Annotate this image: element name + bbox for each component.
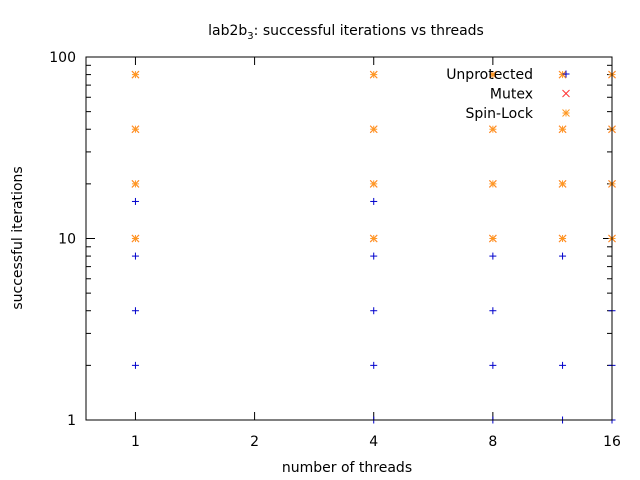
point-unprotected-0: [131, 361, 139, 369]
point-unprotected-14: [559, 361, 567, 369]
y-axis-label: successful iterations: [10, 166, 26, 309]
point-unprotected-8: [370, 197, 378, 205]
point-spin-lock-7: [369, 70, 378, 79]
legend-marker-0: [562, 70, 570, 78]
point-unprotected-2: [131, 252, 139, 260]
x-tick-label-3: 8: [488, 434, 497, 450]
point-spin-lock-2: [131, 125, 140, 134]
chart-title-main: lab2b: [208, 23, 247, 39]
point-spin-lock-4: [369, 234, 378, 243]
point-spin-lock-11: [489, 70, 497, 79]
point-spin-lock-1: [131, 180, 140, 188]
point-spin-lock-5: [369, 180, 378, 188]
point-unprotected-10: [489, 361, 497, 369]
x-axis-label: number of threads: [282, 460, 412, 476]
legend-label-0: Unprotected: [446, 67, 533, 83]
point-spin-lock-9: [489, 180, 497, 188]
chart-title-subscript: 3: [247, 31, 253, 42]
data-points: [131, 70, 616, 424]
legend-marker-1: [562, 89, 570, 98]
legend: Unprotected Mutex Spin-Lock: [446, 67, 570, 122]
point-spin-lock-12: [558, 234, 567, 243]
plot-border: [85, 56, 613, 421]
point-spin-lock-0: [131, 234, 140, 243]
chart-title-rest: : successful iterations vs threads: [254, 23, 484, 39]
legend-label-1: Mutex: [490, 87, 533, 103]
point-unprotected-7: [370, 252, 378, 260]
x-tick-label-1: 2: [250, 434, 259, 450]
legend-label-2: Spin-Lock: [465, 106, 533, 122]
point-spin-lock-6: [369, 125, 378, 134]
x-tick-label-0: 1: [131, 434, 140, 450]
point-spin-lock-13: [558, 180, 567, 188]
point-unprotected-3: [131, 197, 139, 205]
point-spin-lock-10: [489, 125, 497, 134]
point-unprotected-15: [559, 252, 567, 260]
y-tick-label-2: 100: [49, 50, 76, 66]
point-unprotected-6: [370, 307, 378, 315]
tick-labels: 1 2 4 8 16 1 10 100: [49, 50, 621, 450]
x-tick-label-2: 4: [369, 434, 378, 450]
point-spin-lock-8: [489, 234, 497, 243]
point-unprotected-5: [370, 361, 378, 369]
point-spin-lock-15: [558, 70, 567, 79]
x-tick-label-4: 16: [603, 434, 621, 450]
point-unprotected-11: [489, 307, 497, 315]
point-unprotected-1: [131, 307, 139, 315]
y-tick-label-1: 10: [58, 232, 76, 248]
point-unprotected-12: [489, 252, 497, 260]
y-tick-label-0: 1: [67, 413, 76, 429]
point-spin-lock-3: [131, 70, 140, 79]
chart-title: lab2b3: successful iterations vs threads: [208, 23, 484, 42]
legend-marker-2: [562, 109, 570, 117]
axis-ticks: [86, 56, 613, 421]
point-spin-lock-14: [558, 125, 567, 134]
